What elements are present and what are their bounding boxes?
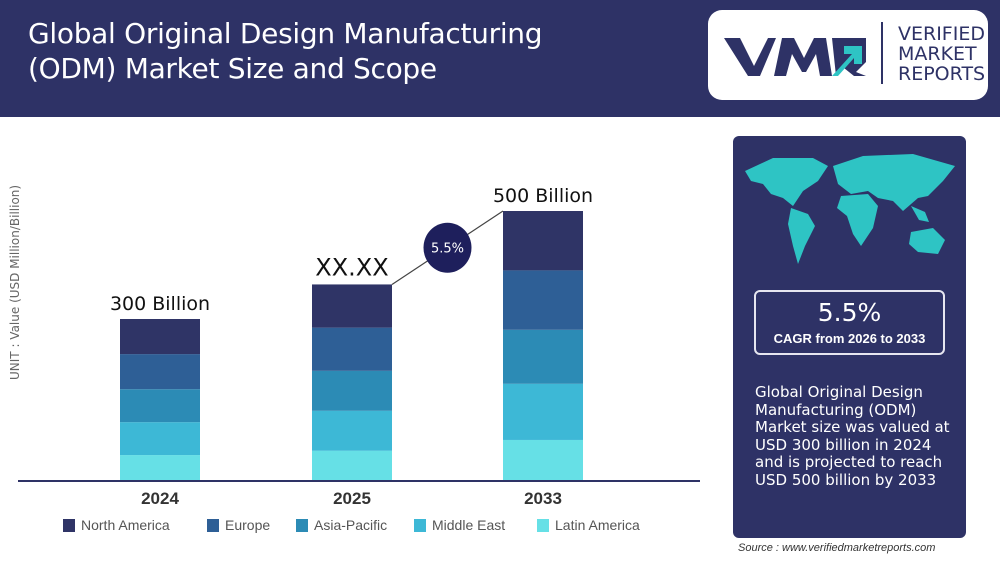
- bar-segment-2025-middle-east: [312, 410, 392, 451]
- legend-swatch-latin-america: [537, 519, 549, 532]
- cagr-bubble: [423, 222, 472, 273]
- bar-segment-2033-asia-pacific: [503, 329, 583, 384]
- bar-segment-2024-asia-pacific: [120, 389, 200, 423]
- legend-swatch-europe: [207, 519, 219, 532]
- source-text: Source : www.verifiedmarketreports.com: [738, 542, 936, 554]
- x-tick-2025: 2025: [333, 489, 371, 508]
- logo: VERIFIED MARKET REPORTS: [708, 10, 988, 100]
- logo-text: VERIFIED MARKET REPORTS: [898, 23, 986, 85]
- header-banner: Global Original Design Manufacturing (OD…: [0, 0, 1000, 117]
- data-label-2033: 500 Billion: [493, 185, 593, 207]
- data-label-2025: XX.XX: [315, 253, 388, 281]
- cagr-bubble-label: 5.5%: [431, 242, 464, 257]
- world-map-icon: [745, 154, 955, 264]
- bar-segment-2033-europe: [503, 270, 583, 330]
- market-description: Global Original Design Manufacturing (OD…: [755, 383, 950, 489]
- page-title: Global Original Design Manufacturing (OD…: [28, 17, 543, 85]
- legend-label-north-america: North America: [81, 517, 170, 533]
- bar-segment-2024-north-america: [120, 319, 200, 355]
- cagr-box: 5.5% CAGR from 2026 to 2033: [754, 290, 945, 355]
- legend-swatch-asia-pacific: [296, 519, 308, 532]
- cagr-label: CAGR from 2026 to 2033: [773, 331, 926, 346]
- bar-segment-2033-middle-east: [503, 383, 583, 440]
- bar-segment-2033-latin-america: [503, 439, 583, 481]
- bar-segment-2025-north-america: [312, 284, 392, 328]
- bar-segment-2033-north-america: [503, 211, 583, 271]
- vmr-logo-icon: [724, 38, 866, 76]
- data-label-2024: 300 Billion: [110, 293, 210, 315]
- bar-segment-2024-middle-east: [120, 422, 200, 456]
- logo-divider: [881, 22, 883, 84]
- cagr-value: 5.5%: [817, 298, 882, 327]
- legend-label-latin-america: Latin America: [555, 517, 640, 533]
- bar-segment-2025-latin-america: [312, 450, 392, 481]
- x-tick-2024: 2024: [141, 489, 179, 508]
- bar-segment-2024-latin-america: [120, 455, 200, 481]
- summary-panel: 5.5% CAGR from 2026 to 2033 Global Origi…: [733, 136, 966, 538]
- bar-segment-2024-europe: [120, 354, 200, 390]
- legend-swatch-middle-east: [414, 519, 426, 532]
- stacked-bar-chart: 300 Billion 2024 XX.XX 2025 500 Billion 2033 5…: [18, 185, 700, 533]
- bar-segment-2025-asia-pacific: [312, 370, 392, 411]
- legend-label-asia-pacific: Asia-Pacific: [314, 517, 387, 533]
- bar-segment-2025-europe: [312, 327, 392, 371]
- legend-label-europe: Europe: [225, 517, 270, 533]
- legend-label-middle-east: Middle East: [432, 517, 505, 533]
- x-tick-2033: 2033: [524, 489, 562, 508]
- legend-swatch-north-america: [63, 519, 75, 532]
